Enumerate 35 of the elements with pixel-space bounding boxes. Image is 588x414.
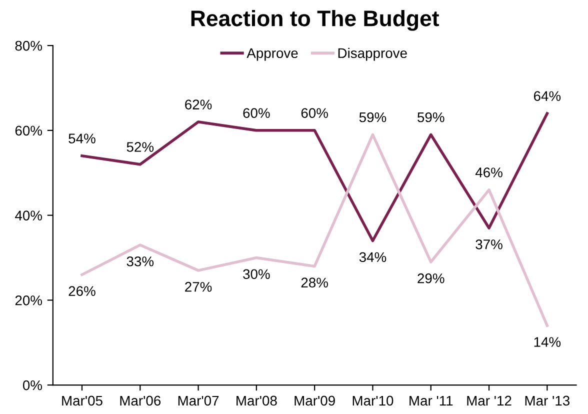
data-label: 30%	[243, 269, 270, 280]
data-label: 52%	[126, 142, 154, 152]
x-tick-label: Mar'07	[178, 396, 219, 406]
data-label: 37%	[476, 239, 502, 250]
x-tick-label: Mar'08	[236, 396, 277, 406]
y-tick-label: 60%	[15, 126, 42, 136]
legend-label: Disapprove	[338, 48, 407, 61]
x-tick-label: Mar'09	[294, 396, 335, 406]
data-label: 60%	[243, 108, 270, 118]
data-label: 64%	[534, 91, 561, 101]
data-label: 54%	[68, 134, 96, 144]
data-label: 59%	[418, 112, 444, 122]
y-tick-label: 20%	[15, 295, 42, 306]
data-label: 26%	[68, 286, 96, 296]
x-tick-label: Mar '13	[525, 396, 570, 406]
data-label: 60%	[301, 108, 328, 118]
y-tick-label: 80%	[15, 40, 42, 51]
x-tick-label: Mar'06	[120, 396, 161, 406]
legend-label: Approve	[246, 48, 298, 61]
x-tick-label: Mar'05	[62, 396, 102, 406]
data-label: 28%	[301, 278, 328, 288]
x-tick-label: Mar'10	[352, 396, 394, 406]
y-tick-label: 0%	[22, 380, 42, 390]
data-label: 33%	[126, 256, 154, 266]
data-label: 29%	[418, 273, 444, 284]
x-tick-label: Mar '11	[410, 396, 453, 406]
y-tick-label: 40%	[15, 210, 42, 220]
data-label: 59%	[359, 112, 386, 122]
data-label: 62%	[185, 100, 212, 110]
chart-title: Reaction to The Budget	[191, 10, 440, 31]
data-label: 34%	[359, 252, 386, 262]
data-label: 14%	[534, 337, 561, 347]
data-label: 27%	[185, 282, 212, 292]
x-tick-label: Mar '12	[467, 396, 512, 406]
data-label: 46%	[475, 168, 502, 178]
